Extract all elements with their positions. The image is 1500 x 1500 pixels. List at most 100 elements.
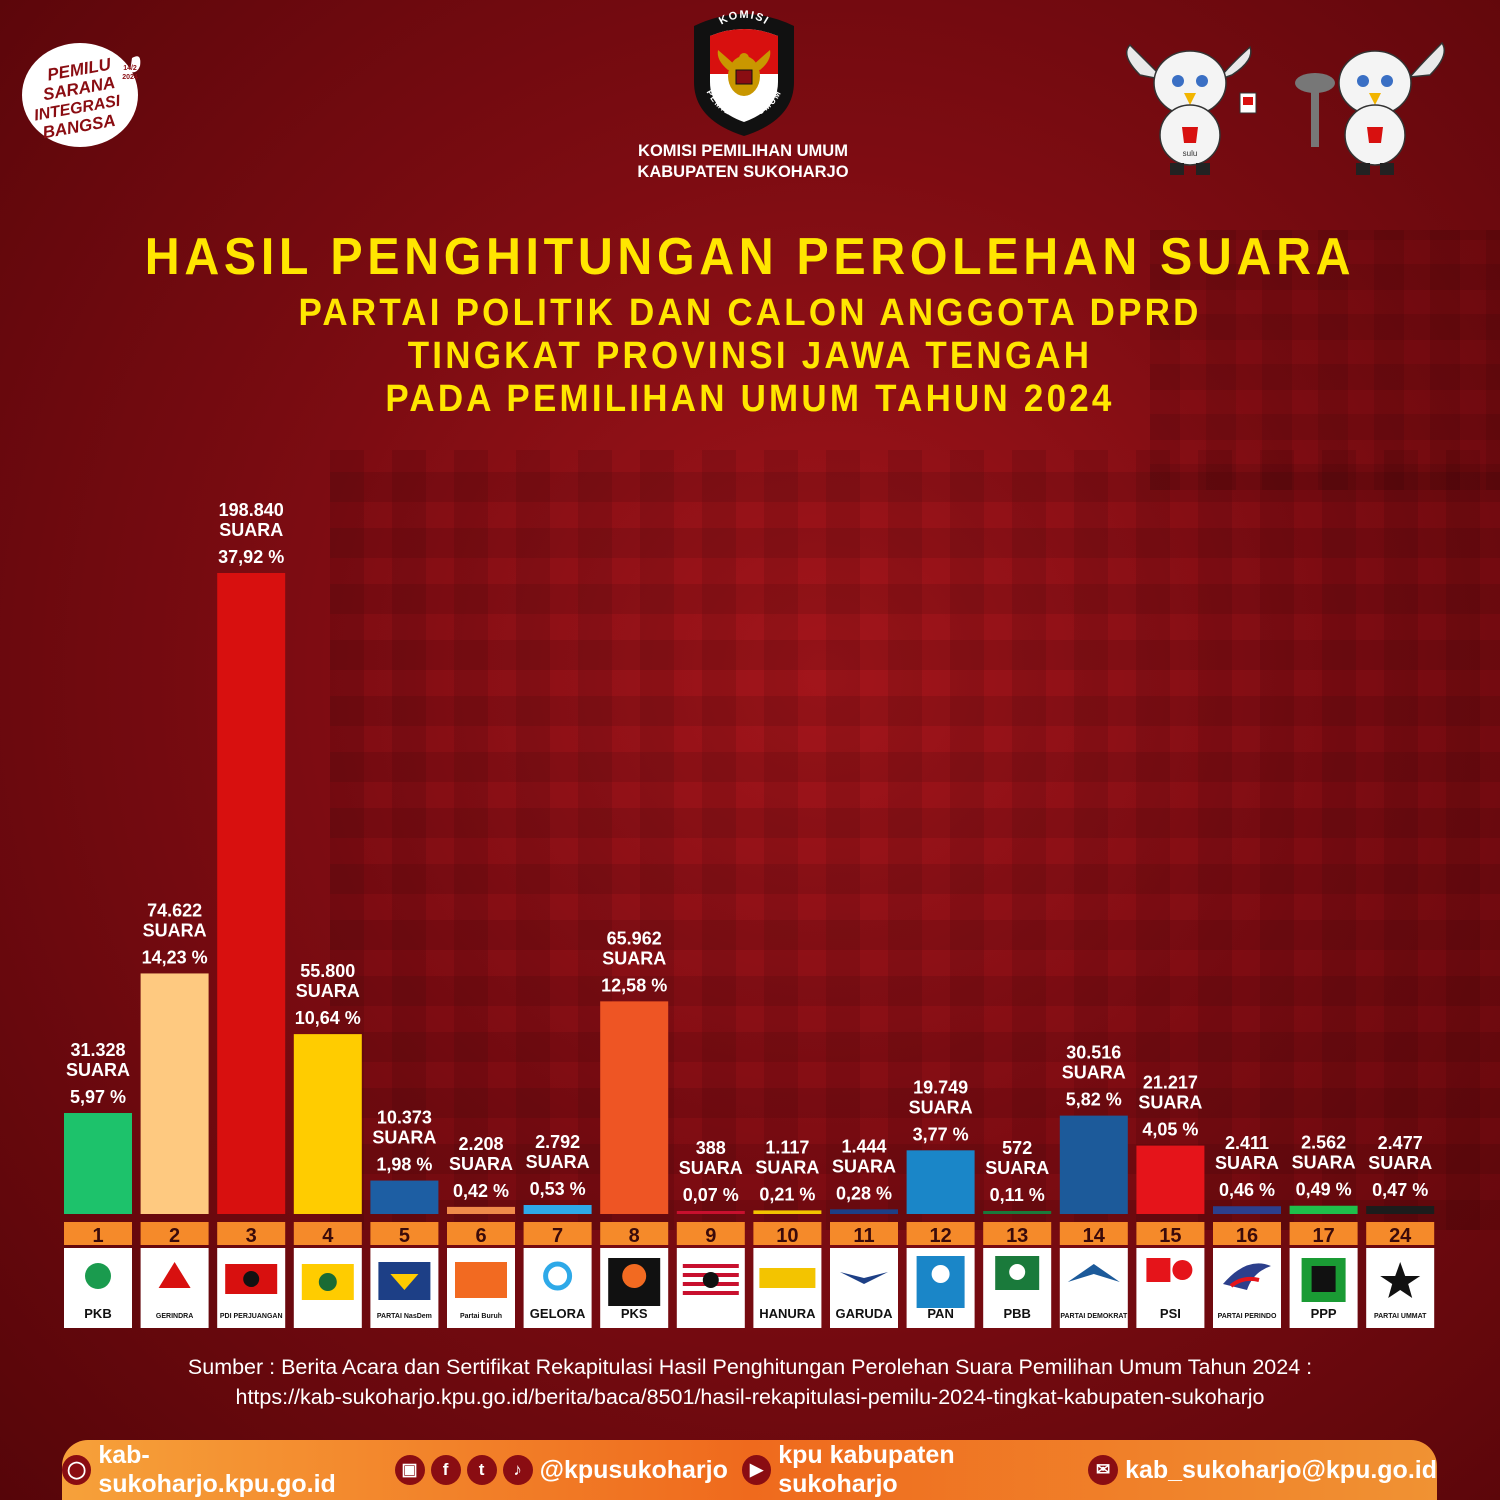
bar-unit-label: SUARA: [985, 1158, 1049, 1178]
mascot-right: [1295, 41, 1445, 175]
bar-party-5: [370, 1180, 439, 1214]
bar-party-7: [523, 1204, 592, 1214]
party-number-box: [523, 1222, 592, 1245]
bar-unit-label: SUARA: [449, 1154, 513, 1174]
party-logo-text: Partai Buruh: [460, 1313, 502, 1320]
bar-value-label: 572: [1002, 1138, 1032, 1158]
bar-value-label: 2.562: [1301, 1133, 1346, 1153]
party-logo-text: PARTAI DEMOKRAT: [1060, 1313, 1128, 1320]
bar-percent-label: 3,77 %: [913, 1124, 969, 1144]
footer-social[interactable]: ▣ f t ♪ @kpusukoharjo: [394, 1455, 728, 1485]
footer-website[interactable]: ◯ kab-sukoharjo.kpu.go.id: [62, 1441, 381, 1499]
party-number-box: [64, 1222, 132, 1245]
bar-unit-label: SUARA: [296, 981, 360, 1001]
party-number-box: [600, 1222, 669, 1245]
mascots-illustration: sulu: [1125, 41, 1445, 175]
party-logo-24: PARTAI UMMAT: [1366, 1248, 1435, 1328]
bar-party-15: [1136, 1145, 1205, 1214]
party-logo-text: PKB: [84, 1306, 111, 1321]
footer-youtube[interactable]: ▶ kpu kabupaten sukoharjo: [741, 1441, 1074, 1499]
source-line-1: Sumber : Berita Acara dan Sertifikat Rek…: [187, 1355, 1313, 1379]
party-logo-2: GERINDRA: [140, 1248, 209, 1328]
bar-unit-label: SUARA: [526, 1152, 590, 1172]
party-number-box: [293, 1222, 362, 1245]
source-url[interactable]: https://kab-sukoharjo.kpu.go.id/berita/b…: [235, 1385, 1265, 1409]
party-number-box: [1289, 1222, 1358, 1245]
party-number-label: 9: [705, 1225, 716, 1247]
garuda-emblem-icon: [717, 50, 771, 96]
bar-percent-label: 0,47 %: [1372, 1180, 1428, 1200]
party-number-label: 8: [629, 1225, 640, 1247]
party-number-label: 3: [246, 1225, 257, 1247]
party-number-box: [217, 1222, 286, 1245]
footer-contact-bar: ◯ kab-sukoharjo.kpu.go.id ▣ f t ♪ @kpusu…: [62, 1440, 1437, 1500]
twitter-icon[interactable]: t: [466, 1455, 497, 1485]
bar-percent-label: 4,05 %: [1142, 1120, 1198, 1140]
party-number-label: 16: [1236, 1225, 1258, 1247]
bar-unit-label: SUARA: [1292, 1153, 1356, 1173]
bar-party-2: [140, 973, 209, 1214]
footer-email[interactable]: ✉ kab_sukoharjo@kpu.go.id: [1088, 1455, 1437, 1485]
bar-unit-label: SUARA: [679, 1158, 743, 1178]
party-number-label: 5: [399, 1225, 410, 1247]
bar-unit-label: SUARA: [1062, 1063, 1126, 1083]
bar-party-1: [64, 1113, 132, 1214]
party-logo-text: PPP: [1311, 1306, 1337, 1321]
bar-value-label: 198.840: [219, 500, 284, 520]
bar-value-label: 55.800: [300, 961, 355, 981]
bar-party-6: [447, 1206, 515, 1214]
bar-percent-label: 37,92 %: [218, 547, 284, 567]
party-logo-6: Partai Buruh: [447, 1248, 515, 1328]
party-logo-17: PPP: [1289, 1248, 1358, 1328]
party-logo-text: PAN: [927, 1306, 953, 1321]
party-number-label: 4: [322, 1225, 334, 1247]
party-number-box: [447, 1222, 515, 1245]
main-title: HASIL PENGHITUNGAN PEROLEHAN SUARA: [144, 228, 1356, 286]
bar-percent-label: 0,07 %: [683, 1185, 739, 1205]
bar-unit-label: SUARA: [219, 520, 283, 540]
party-number-box: [1213, 1222, 1281, 1245]
bar-unit-label: SUARA: [372, 1128, 436, 1148]
bar-value-label: 31.328: [70, 1040, 125, 1060]
party-logo-14: PARTAI DEMOKRAT: [1059, 1248, 1128, 1328]
party-logo-1: PKB: [64, 1248, 132, 1328]
party-logo-text: HANURA: [759, 1306, 816, 1321]
bar-percent-label: 10,64 %: [295, 1008, 361, 1028]
party-logo-7: GELORA: [523, 1248, 592, 1328]
background-building-pattern: [330, 450, 1500, 1230]
bar-party-3: [217, 573, 286, 1214]
email-label: kab_sukoharjo@kpu.go.id: [1125, 1455, 1437, 1484]
bar-value-label: 1.117: [765, 1137, 809, 1157]
facebook-icon[interactable]: f: [430, 1455, 461, 1485]
party-logo-text: PDI PERJUANGAN: [220, 1313, 283, 1320]
bar-percent-label: 14,23 %: [142, 947, 208, 967]
party-logo-9: [676, 1248, 745, 1328]
party-logo-text: GARUDA: [835, 1306, 893, 1321]
party-logo-10: HANURA: [753, 1248, 822, 1328]
bar-party-24: [1366, 1206, 1435, 1214]
party-number-box: [1136, 1222, 1205, 1245]
globe-icon: ◯: [62, 1455, 92, 1485]
party-number-label: 6: [475, 1225, 486, 1247]
party-number-box: [1059, 1222, 1128, 1245]
party-logo-16: PARTAI PERINDO: [1213, 1248, 1281, 1328]
website-label: kab-sukoharjo.kpu.go.id: [98, 1441, 336, 1498]
bar-value-label: 2.411: [1225, 1133, 1269, 1153]
badge-date-1: 14/2: [123, 65, 137, 72]
party-number-box: [983, 1222, 1052, 1245]
party-number-box: [830, 1222, 898, 1245]
youtube-icon: ▶: [741, 1455, 772, 1485]
party-logo-text: PARTAI NasDem: [377, 1313, 432, 1320]
party-logo-8: PKS: [600, 1248, 669, 1328]
bar-unit-label: SUARA: [1138, 1093, 1202, 1113]
bar-percent-label: 5,97 %: [70, 1087, 126, 1107]
party-number-label: 24: [1389, 1225, 1412, 1247]
bar-percent-label: 0,42 %: [453, 1181, 509, 1201]
bar-percent-label: 5,82 %: [1066, 1090, 1122, 1110]
tiktok-icon[interactable]: ♪: [502, 1455, 533, 1485]
background-building-pattern-top: [1150, 230, 1500, 490]
bar-value-label: 19.749: [913, 1077, 968, 1097]
instagram-icon[interactable]: ▣: [394, 1455, 425, 1485]
bar-value-label: 30.516: [1066, 1043, 1121, 1063]
